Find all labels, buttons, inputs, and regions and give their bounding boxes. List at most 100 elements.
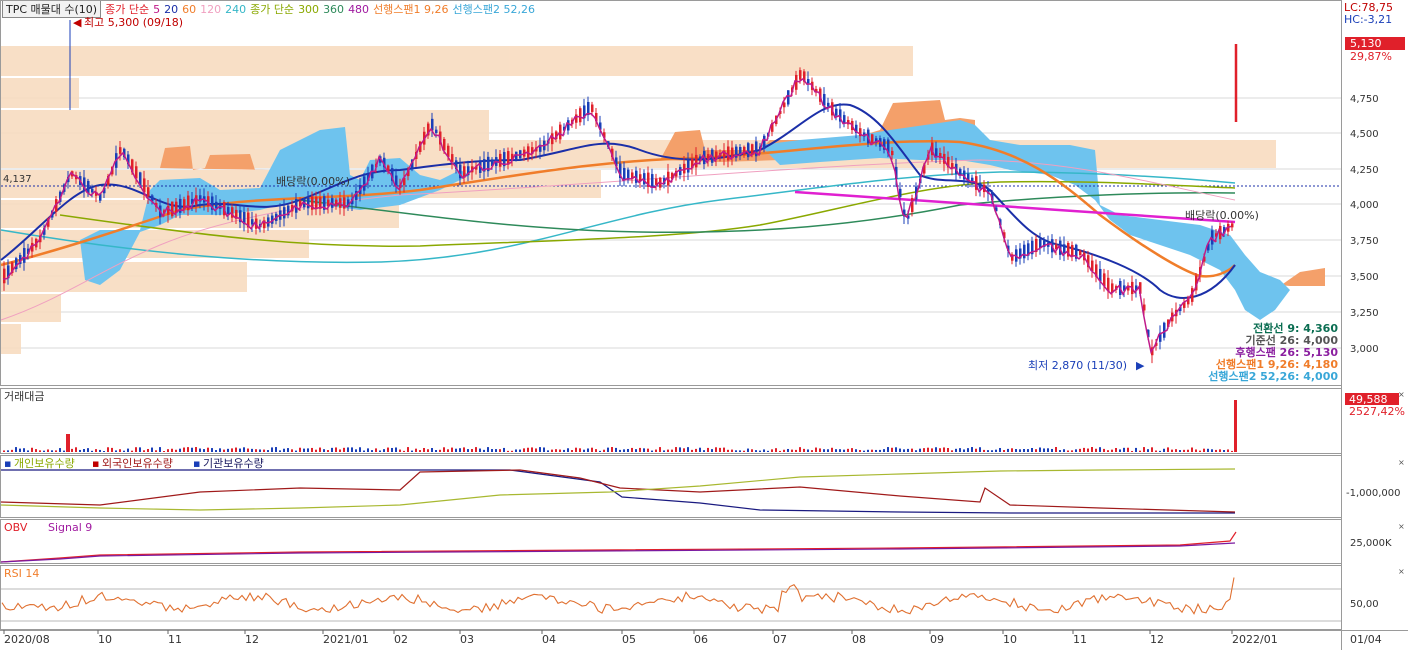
candle-body [1211,230,1214,245]
svg-text:▪: ▪ [92,457,99,470]
span2-legend[interactable]: 선행스팬2 52,26 [452,3,535,16]
candle-body [959,168,962,176]
candle-body [247,212,250,228]
stock-legend-box[interactable]: TPC 매물대 수(10) [2,0,102,18]
ma-60[interactable]: 60 [182,2,197,16]
close-rsi-icon[interactable]: × [1398,567,1405,576]
volume-bar [1231,450,1233,452]
candle-body [491,159,494,167]
ma-240[interactable]: 240 [225,2,247,16]
volume-bar [883,449,885,452]
volume-bar [563,449,565,452]
volume-bar [151,447,153,452]
svg-text:2527,42%: 2527,42% [1349,405,1405,418]
svg-text:4,750: 4,750 [1350,94,1379,105]
candle-body [715,151,718,160]
volume-bar [1227,449,1229,452]
candle-body [1159,332,1162,342]
close-holdings-icon[interactable]: × [1398,458,1405,467]
candle-body [215,201,218,209]
candle-body [55,199,58,212]
svg-text:Signal 9: Signal 9 [48,521,92,534]
svg-text:50,00: 50,00 [1350,599,1379,610]
candle-body [1099,268,1102,282]
volume-bar [1175,449,1177,452]
close-volume-icon[interactable]: × [1398,390,1405,399]
volume-bar [991,450,993,452]
ma-300[interactable]: 300 [298,2,320,16]
svg-text:기관보유수량: 기관보유수량 [203,457,264,470]
ma-20[interactable]: 20 [164,2,179,16]
volume-bar [687,447,689,452]
volume-bar [1163,448,1165,452]
volume-bar [51,450,53,452]
volume-bar [215,450,217,452]
candle-body [695,154,698,168]
candle-body [295,199,298,213]
volume-bar [443,447,445,452]
candle-body [151,195,154,202]
date-axis: 2020/08 10 11 12 2021/01 02 03 04 05 06 07 08 09 10 11… [3,630,1278,646]
candle-body [1019,248,1022,259]
volume-bar [723,447,725,452]
candle-body [235,209,238,219]
volume-bar [391,447,393,452]
ma-120[interactable]: 120 [200,2,222,16]
candle-body [191,198,194,204]
ma-360[interactable]: 360 [323,2,345,16]
volume-bar [103,450,105,452]
volume-bar [831,447,833,452]
volume-bar [423,447,425,452]
svg-text:3,500: 3,500 [1350,272,1379,283]
candle-body [323,196,326,210]
volume-bar [191,447,193,452]
volume-bar [415,448,417,452]
candle-body [527,146,530,158]
close-obv-icon[interactable]: × [1398,522,1405,531]
volume-bar [343,447,345,452]
candle-body [1071,245,1074,257]
volume-bar [487,447,489,452]
volume-bar [819,448,821,452]
span1-legend[interactable]: 선행스팬1 9,26 [373,3,449,16]
volume-bar [551,449,553,452]
date-tick-label: 2020/08 [4,633,50,646]
candle-body [251,219,254,225]
volume-bar [795,449,797,452]
volume-bar [1179,450,1181,452]
volume-bar [259,449,261,452]
ma-label[interactable]: 종가 단순 [105,3,150,16]
candle-body [47,218,50,227]
volume-bar [463,447,465,452]
candle-body [1203,256,1206,262]
volume-bar [1015,449,1017,452]
date-tick-label: 07 [773,633,787,646]
volume-bar [11,449,13,452]
ichimoku-label-4: 선행스팬2 52,26: 4,000 [1208,369,1338,383]
volume-bar [1067,450,1069,452]
candle-body [1135,285,1138,291]
candle-body [795,74,798,90]
volume-bar [411,450,413,452]
volume-bar [419,450,421,452]
high-annotation: ◀ 최고 5,300 (09/18) [73,16,183,29]
candle-body [635,170,638,183]
candle-body [575,114,578,123]
candle-body [835,108,838,116]
volume-bar [959,448,961,452]
ma-long-label[interactable]: 종가 단순 [250,3,295,16]
volume-bar [139,447,141,452]
svg-text:개인보유수량: 개인보유수량 [14,457,75,470]
candle-body [631,172,634,180]
volume-bar [367,448,369,452]
svg-text:4,000: 4,000 [1350,200,1379,211]
volume-bar [595,449,597,452]
ma-5[interactable]: 5 [153,2,161,16]
ma-480[interactable]: 480 [348,2,370,16]
candle-body [299,200,302,207]
volume-bar [1191,447,1193,452]
volume-bar [1147,449,1149,452]
volume-bar [815,447,817,452]
candle-body [1095,264,1098,277]
